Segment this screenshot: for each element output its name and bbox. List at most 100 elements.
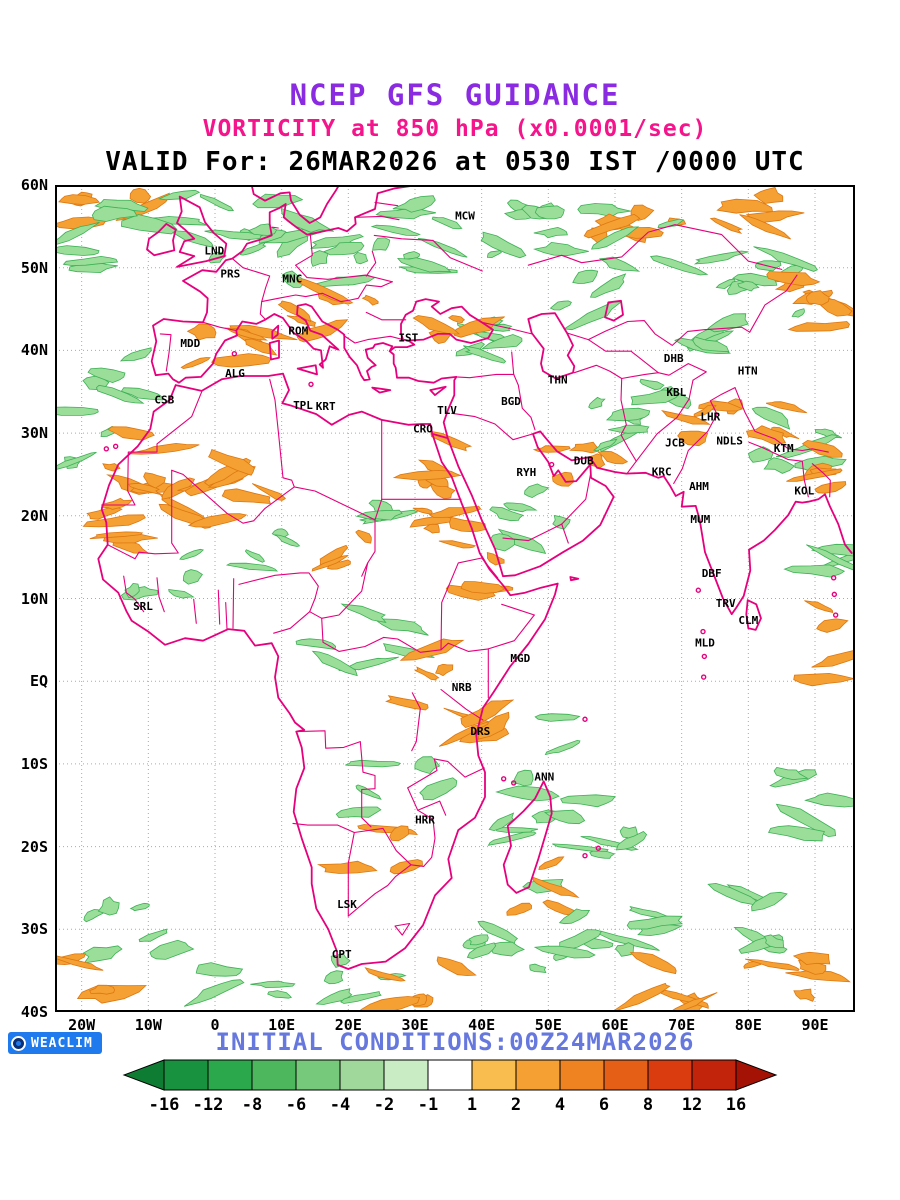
city-label: NRB xyxy=(452,681,472,694)
colorbar-tick-label: -4 xyxy=(330,1095,350,1115)
map-plot: MCW LND PRS MNC ROM IST MDD ALG CSB TPL KRT TLV CRO B… xyxy=(55,185,855,1012)
city-label: TLV xyxy=(437,404,457,417)
lon-tick-label: 40E xyxy=(468,1016,496,1034)
colorbar-tick-label: -1 xyxy=(418,1095,438,1115)
colorbar-tick-label: 1 xyxy=(467,1095,477,1115)
lat-tick-label: 30S xyxy=(20,920,48,939)
valid-time-title: VALID For: 26MAR2026 at 0530 IST /0000 U… xyxy=(105,147,805,177)
map-frame xyxy=(55,185,855,1012)
colorbar-segment xyxy=(251,1059,297,1091)
city-label: JCB xyxy=(665,436,685,449)
initial-conditions-text: INITIAL CONDITIONS:00Z24MAR2026 xyxy=(215,1028,695,1056)
lon-tick-label: 20E xyxy=(334,1016,362,1034)
coastline-layer xyxy=(97,185,853,970)
lon-tick-label: 50E xyxy=(534,1016,562,1034)
colorbar-segment xyxy=(471,1059,517,1091)
city-label: CLM xyxy=(738,614,758,627)
lat-tick-label: 10N xyxy=(20,589,48,608)
lat-tick-label: 20S xyxy=(20,837,48,856)
colorbar-segment xyxy=(515,1059,561,1091)
city-label: SRL xyxy=(133,600,153,613)
colorbar-tick-label: 4 xyxy=(555,1095,565,1115)
lon-tick-label: 20W xyxy=(68,1016,96,1034)
city-label: ANN xyxy=(534,770,554,783)
colorbar-segment xyxy=(383,1059,429,1091)
colorbar-tick-label: -2 xyxy=(374,1095,394,1115)
city-label: TRV xyxy=(716,597,736,610)
city-label: CSB xyxy=(154,393,174,406)
lon-tick-label: 60E xyxy=(601,1016,629,1034)
lon-tick-label: 70E xyxy=(668,1016,696,1034)
city-label: TPL xyxy=(293,399,313,412)
colorbar-tick-label: 12 xyxy=(682,1095,702,1115)
city-label: MGD xyxy=(510,652,530,665)
lon-tick-label: 10E xyxy=(268,1016,296,1034)
islet-layer xyxy=(103,351,839,859)
city-label: KBL xyxy=(666,386,686,399)
colorbar-right-arrow xyxy=(735,1059,778,1091)
city-label: HTN xyxy=(738,364,758,377)
city-label: LSK xyxy=(337,898,357,911)
colorbar-segment xyxy=(691,1059,737,1091)
city-label: MNC xyxy=(282,273,302,286)
colorbar: -16 -12 -8 -6 -4 -2 -1 1 2 4 6 8 12 16 xyxy=(122,1059,778,1115)
city-label: AHM xyxy=(689,480,709,493)
city-label: LHR xyxy=(700,411,720,424)
city-label: LND xyxy=(204,244,224,257)
colorbar-segment xyxy=(559,1059,605,1091)
city-label: MUM xyxy=(690,513,710,526)
colorbar-segment xyxy=(603,1059,649,1091)
lon-tick-label: 90E xyxy=(801,1016,829,1034)
city-label: ROM xyxy=(288,325,308,338)
lat-tick-label: 40N xyxy=(20,341,48,360)
city-label: MCW xyxy=(455,210,475,223)
city-label: IST xyxy=(398,331,418,344)
city-label: MDD xyxy=(180,337,200,350)
lon-tick-label: 0 xyxy=(210,1016,220,1034)
colorbar-segment xyxy=(163,1059,209,1091)
colorbar-tick-label: 2 xyxy=(511,1095,521,1115)
colorbar-left-arrow xyxy=(122,1059,165,1091)
city-labels-layer: MCW LND PRS MNC ROM IST MDD ALG CSB TPL KRT TLV CRO B… xyxy=(133,210,815,962)
colorbar-segment xyxy=(647,1059,693,1091)
city-label: PRS xyxy=(220,268,240,281)
city-label: THN xyxy=(548,373,568,386)
city-label: KTM xyxy=(774,442,794,455)
lat-tick-label: 40S xyxy=(20,1003,48,1021)
lon-tick-label: 10W xyxy=(134,1016,162,1034)
colorbar-tick-label: -8 xyxy=(242,1095,262,1115)
lat-tick-label: 10S xyxy=(20,754,48,773)
lat-tick-label: EQ xyxy=(29,672,48,691)
colorbar-segment xyxy=(427,1059,473,1091)
variable-title: VORTICITY at 850 hPa (x0.0001/sec) xyxy=(202,116,708,142)
lat-tick-label: 30N xyxy=(20,424,48,443)
vorticity-shading-layer xyxy=(55,187,855,1012)
city-label: BGD xyxy=(501,395,521,408)
weaclim-logo-icon xyxy=(11,1036,26,1051)
weaclim-badge: WEACLIM xyxy=(8,1032,102,1054)
lat-tick-label: 50N xyxy=(20,258,48,277)
lat-tick-label: 60N xyxy=(20,176,48,194)
colorbar-segment xyxy=(295,1059,341,1091)
city-label: NDLS xyxy=(716,435,743,448)
colorbar-tick-label: -16 xyxy=(149,1095,180,1115)
weaclim-label: WEACLIM xyxy=(31,1035,93,1051)
colorbar-tick-label: 16 xyxy=(726,1095,746,1115)
lon-tick-label: 30E xyxy=(401,1016,429,1034)
city-label: KRC xyxy=(652,465,672,478)
colorbar-tick-label: 8 xyxy=(643,1095,653,1115)
city-label: CPT xyxy=(332,948,352,961)
city-label: HRR xyxy=(415,813,435,826)
city-label: MLD xyxy=(695,636,715,649)
colorbar-tick-label: -6 xyxy=(286,1095,306,1115)
colorbar-segment xyxy=(339,1059,385,1091)
city-label: DUB xyxy=(574,455,594,468)
city-label: DRS xyxy=(470,725,490,738)
city-label: KOL xyxy=(794,484,814,497)
city-label: CRO xyxy=(413,422,433,435)
colorbar-segment xyxy=(207,1059,253,1091)
city-label: RYH xyxy=(516,466,536,479)
lat-tick-label: 20N xyxy=(20,506,48,525)
product-title: NCEP GFS GUIDANCE xyxy=(289,78,621,112)
